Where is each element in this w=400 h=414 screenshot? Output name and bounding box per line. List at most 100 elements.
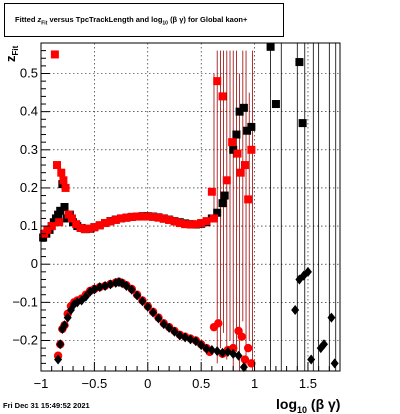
data-point-diamond (63, 312, 72, 323)
data-point-square (60, 203, 69, 211)
data-point-square (67, 214, 76, 223)
data-point-diamond (202, 343, 211, 354)
data-point-diamond (138, 296, 147, 307)
y-tick-label: 0 (31, 256, 38, 271)
data-point-square (209, 214, 218, 223)
data-point-square (53, 161, 62, 170)
data-point-square (243, 126, 252, 135)
x-tick-label: 1.5 (299, 376, 317, 391)
x-tick-label: 1 (251, 376, 258, 391)
data-point-square (228, 138, 237, 147)
data-point-square (240, 161, 249, 170)
y-tick-label: 0.3 (20, 142, 38, 157)
data-point-diamond (191, 336, 200, 347)
data-point-square (72, 220, 81, 229)
data-point-diamond (154, 313, 163, 324)
data-point-diamond (218, 347, 227, 358)
data-point-square (181, 220, 190, 229)
data-point-square (232, 130, 241, 139)
data-point-diamond (106, 279, 115, 290)
data-point-circle (214, 319, 223, 328)
y-tick-label: 0.2 (20, 180, 38, 195)
data-point-circle (229, 343, 238, 353)
y-axis-label: zFit (3, 45, 20, 62)
data-point-diamond (60, 320, 69, 331)
data-point-square (55, 218, 64, 227)
data-point-square (57, 168, 66, 177)
data-point-square (111, 215, 120, 224)
data-point-square (207, 187, 216, 196)
data-point-square (50, 50, 59, 59)
data-point-square (76, 223, 85, 232)
data-point-diamond (95, 282, 104, 293)
data-point-circle (243, 343, 253, 353)
data-point-diamond (54, 354, 63, 365)
y-tick-label: −0.2 (12, 332, 38, 347)
data-point-diamond (291, 304, 300, 315)
y-tick-label: 0.4 (20, 104, 38, 119)
data-point-square (202, 217, 211, 226)
data-point-diamond (319, 339, 328, 350)
chart-title-box: Fitted zFit versus TpcTrackLength and lo… (4, 3, 284, 37)
data-point-diamond (327, 312, 336, 323)
data-point-diamond (213, 346, 222, 357)
data-point-square (220, 191, 229, 200)
data-point-diamond (133, 290, 142, 301)
data-point-square (218, 92, 227, 101)
x-tick-label: 0.5 (192, 376, 210, 391)
data-point-circle (237, 332, 246, 341)
data-point-square (218, 199, 227, 208)
data-point-square (165, 215, 174, 224)
data-point-square (229, 145, 238, 154)
data-point-diamond (170, 326, 179, 337)
data-point-square (80, 225, 89, 234)
data-point-square (95, 221, 104, 230)
data-point-diamond (165, 322, 174, 333)
timestamp: Fri Dec 31 15:49:52 2021 (3, 401, 90, 410)
data-point-diamond (303, 266, 312, 277)
data-markers (39, 42, 339, 373)
data-point-square (59, 176, 68, 185)
data-point-square (298, 119, 307, 128)
data-point-square (47, 222, 56, 231)
data-point-diamond (149, 307, 158, 318)
data-point-square (90, 223, 99, 232)
data-point-diamond (307, 354, 316, 365)
data-point-square (175, 219, 184, 228)
data-point-square (236, 168, 245, 177)
data-point-circle (240, 355, 250, 364)
data-point-diamond (159, 319, 168, 330)
data-point-square (170, 217, 179, 226)
data-point-square (222, 176, 231, 185)
plot-area (41, 43, 340, 371)
data-point-square (247, 145, 256, 154)
data-point-square (266, 42, 275, 51)
data-point-square (56, 206, 65, 215)
data-point-square (106, 217, 115, 226)
axes: −1 −0.5 0 0.5 1 1.5 −0.2 −0.1 0 0.1 0.2 0.3 0.4 0.5 (12, 42, 341, 391)
data-point-square (159, 214, 168, 223)
chart-title: Fitted zFit versus TpcTrackLength and lo… (15, 15, 248, 27)
data-point-square (122, 213, 131, 222)
data-point-square (244, 195, 253, 204)
data-point-square (235, 107, 244, 116)
data-point-square (61, 183, 70, 192)
data-point-diamond (122, 280, 131, 291)
data-point-square (239, 103, 248, 112)
data-point-square (191, 220, 200, 229)
data-point-square (295, 58, 304, 67)
data-point-diamond (234, 350, 243, 361)
data-point-diamond (81, 291, 90, 302)
y-tick-label: −0.1 (12, 294, 38, 309)
x-tick-label: −0.5 (82, 376, 108, 391)
data-point-square (149, 212, 158, 221)
data-point-diamond (101, 280, 110, 291)
data-point-diamond (207, 345, 216, 356)
data-point-diamond (127, 284, 136, 295)
data-point-diamond (143, 301, 152, 312)
y-tick-label: 0.1 (20, 218, 38, 233)
data-point-square (271, 100, 280, 109)
data-point-square (143, 212, 152, 221)
data-point-square (85, 224, 94, 233)
x-tick-label: 0 (144, 376, 151, 391)
